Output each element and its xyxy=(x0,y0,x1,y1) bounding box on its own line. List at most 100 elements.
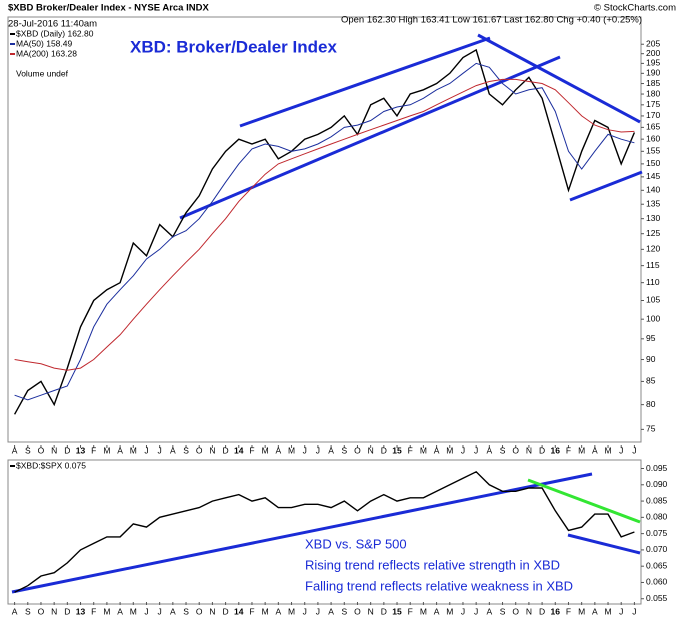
series-line xyxy=(14,78,635,371)
y-tick-label: 0.085 xyxy=(646,495,668,505)
y-tick-label: 0.065 xyxy=(646,560,668,570)
x-tick-label: S xyxy=(500,445,506,455)
x-tick-label: O xyxy=(512,445,519,455)
x-tick-label: S xyxy=(341,445,347,455)
x-tick-label: F xyxy=(91,445,96,455)
bottom-panel-frame xyxy=(7,459,642,605)
y-tick-label: 125 xyxy=(646,228,660,238)
y-tick-label: 205 xyxy=(646,38,660,48)
x-tick-label: J xyxy=(632,445,636,455)
x-tick-label: 13 xyxy=(76,445,86,455)
legend-label: $XBD:$SPX 0.075 xyxy=(16,460,86,470)
y-tick-label: 120 xyxy=(646,244,660,254)
x-tick-label: M xyxy=(130,445,137,455)
x-tick-label: A xyxy=(592,606,598,616)
x-tick-label: M xyxy=(446,606,453,616)
y-tick-label: 140 xyxy=(646,185,660,195)
y-tick-label: 0.070 xyxy=(646,544,668,554)
y-tick-label: 150 xyxy=(646,158,660,168)
annotation: XBD: Broker/Dealer Index xyxy=(130,37,337,56)
x-tick-label: A xyxy=(117,445,123,455)
annotation: Falling trend reflects relative weakness… xyxy=(305,578,573,593)
y-tick-label: 75 xyxy=(646,424,656,434)
legend-note: Volume undef xyxy=(16,68,69,78)
x-tick-label: M xyxy=(420,445,427,455)
x-tick-label: J xyxy=(144,606,148,616)
x-tick-label: A xyxy=(12,445,18,455)
x-tick-label: D xyxy=(64,445,70,455)
y-tick-label: 85 xyxy=(646,376,656,386)
x-tick-label: M xyxy=(262,445,269,455)
y-tick-label: 200 xyxy=(646,48,660,58)
trendline xyxy=(569,170,643,202)
x-tick-label: M xyxy=(420,606,427,616)
y-tick-label: 0.060 xyxy=(646,577,668,587)
x-tick-label: A xyxy=(117,606,123,616)
x-tick-label: M xyxy=(604,445,611,455)
x-tick-label: D xyxy=(64,606,70,616)
y-tick-label: 0.075 xyxy=(646,528,668,538)
y-tick-label: 100 xyxy=(646,313,660,323)
chart-title: $XBD Broker/Dealer Index - NYSE Arca IND… xyxy=(8,3,209,14)
trendline xyxy=(477,33,641,124)
x-tick-label: M xyxy=(288,445,295,455)
x-tick-label: O xyxy=(196,606,203,616)
x-tick-label: N xyxy=(51,606,57,616)
x-tick-label: 13 xyxy=(76,606,86,616)
trendline xyxy=(527,478,641,524)
x-tick-label: M xyxy=(288,606,295,616)
legend-label: MA(50) 158.49 xyxy=(16,38,72,48)
x-tick-label: D xyxy=(223,606,229,616)
x-tick-label: J xyxy=(474,445,478,455)
x-tick-label: A xyxy=(328,445,334,455)
x-tick-label: 15 xyxy=(392,606,402,616)
x-tick-label: O xyxy=(38,445,45,455)
y-tick-label: 90 xyxy=(646,354,656,364)
x-tick-label: J xyxy=(461,606,465,616)
x-tick-label: F xyxy=(249,445,254,455)
x-tick-label: A xyxy=(592,445,598,455)
quote: Open 162.30 High 163.41 Low 161.67 Last … xyxy=(341,15,642,26)
x-tick-label: D xyxy=(223,445,229,455)
y-tick-label: 0.095 xyxy=(646,463,668,473)
x-tick-label: M xyxy=(103,606,110,616)
x-tick-label: 14 xyxy=(234,606,244,616)
x-tick-label: N xyxy=(526,606,532,616)
x-tick-label: S xyxy=(500,606,506,616)
x-tick-label: S xyxy=(25,445,31,455)
legend-label: $XBD (Daily) 162.80 xyxy=(16,28,94,38)
x-tick-label: J xyxy=(303,445,307,455)
y-tick-label: 165 xyxy=(646,122,660,132)
x-tick-label: J xyxy=(632,606,636,616)
x-tick-label: J xyxy=(316,445,320,455)
x-tick-label: D xyxy=(381,445,387,455)
y-tick-label: 110 xyxy=(646,277,660,287)
x-tick-label: F xyxy=(566,445,571,455)
y-tick-label: 105 xyxy=(646,295,660,305)
x-tick-label: M xyxy=(578,606,585,616)
x-tick-label: A xyxy=(276,445,282,455)
y-tick-label: 195 xyxy=(646,58,660,68)
x-tick-label: O xyxy=(38,606,45,616)
x-tick-label: N xyxy=(209,606,215,616)
y-tick-label: 160 xyxy=(646,133,660,143)
x-tick-label: A xyxy=(487,606,493,616)
annotation: XBD vs. S&P 500 xyxy=(305,536,407,551)
x-tick-label: S xyxy=(183,445,189,455)
x-tick-label: F xyxy=(408,445,413,455)
x-tick-label: J xyxy=(619,445,623,455)
x-tick-label: 15 xyxy=(392,445,402,455)
series-line xyxy=(14,470,635,593)
y-tick-label: 115 xyxy=(646,260,660,270)
y-tick-label: 0.055 xyxy=(646,593,668,603)
x-tick-label: A xyxy=(170,606,176,616)
x-tick-label: S xyxy=(183,606,189,616)
x-tick-label: J xyxy=(144,445,148,455)
x-tick-label: O xyxy=(196,445,203,455)
x-tick-label: J xyxy=(158,606,162,616)
x-tick-label: O xyxy=(512,606,519,616)
x-tick-label: A xyxy=(276,606,282,616)
x-tick-label: A xyxy=(12,606,18,616)
x-tick-label: O xyxy=(354,445,361,455)
